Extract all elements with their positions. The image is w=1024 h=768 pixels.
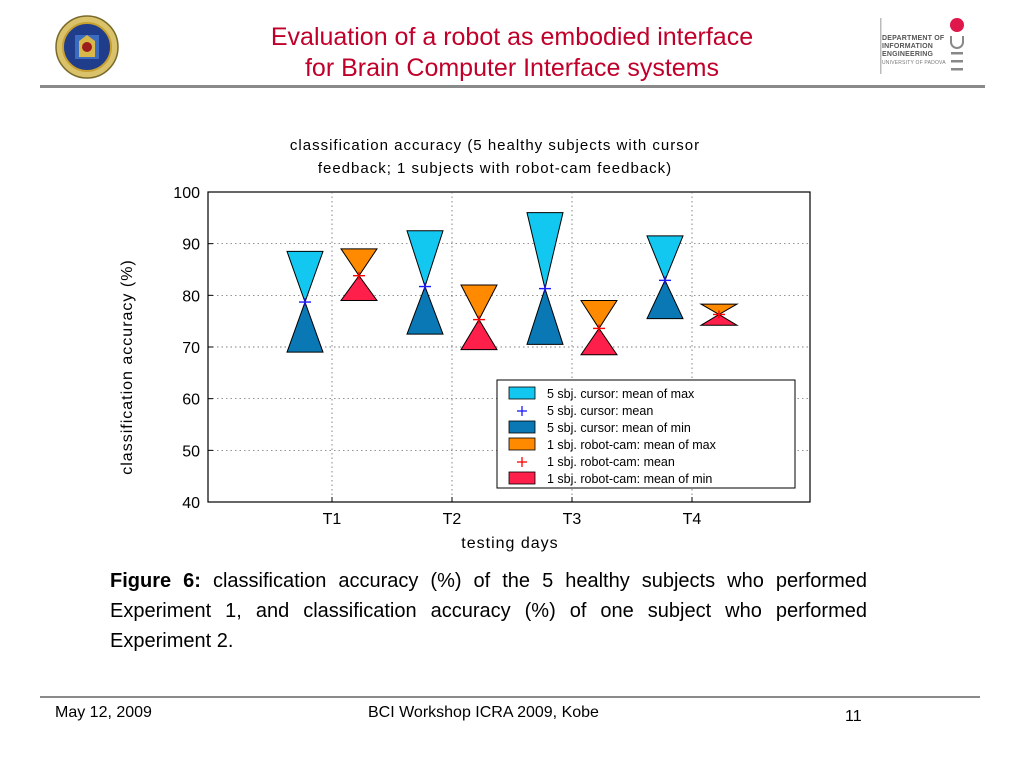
series-2-min-triangle <box>460 318 498 351</box>
x-axis-label: testing days <box>461 535 558 552</box>
legend-swatch <box>508 420 536 434</box>
legend-entry-label: 1 sbj. robot-cam: mean <box>547 455 675 469</box>
university-seal-logo <box>55 15 119 79</box>
series-2-max-triangle <box>460 284 498 321</box>
dept-line-4: UNIVERSITY OF PADOVA <box>882 60 946 66</box>
caption-label: Figure 6: <box>110 570 201 592</box>
footer-divider <box>40 696 980 698</box>
series-2-min-triangle <box>580 327 618 356</box>
legend-entry-label: 5 sbj. cursor: mean <box>547 404 653 418</box>
department-name: DEPARTMENT OF INFORMATION ENGINEERING UN… <box>882 35 946 67</box>
series-1-min-triangle <box>406 285 444 335</box>
header-divider <box>40 85 985 88</box>
y-axis-label: classification accuracy (%) <box>119 259 136 475</box>
chart-title-line-2: feedback; 1 subjects with robot-cam feed… <box>318 160 672 177</box>
y-tick-label: 80 <box>182 288 200 305</box>
x-tick-label: T2 <box>443 511 462 528</box>
series-1-min-triangle <box>286 300 324 353</box>
y-tick-label: 70 <box>182 340 200 357</box>
y-tick-label: 50 <box>182 443 200 460</box>
series-2-min-triangle <box>340 274 378 301</box>
dept-line-2: INFORMATION <box>882 43 934 50</box>
series-2-max-triangle <box>699 303 739 316</box>
legend-box <box>496 379 796 489</box>
series-1-max-triangle <box>526 212 564 289</box>
chart-title-line-1: classification accuracy (5 healthy subje… <box>290 137 700 154</box>
footer-event: BCI Workshop ICRA 2009, Kobe <box>368 704 599 721</box>
slide-title-line-1: Evaluation of a robot as embodied interf… <box>270 23 754 51</box>
legend-swatch <box>508 437 536 451</box>
figure-caption: Figure 6: classification accuracy (%) of… <box>110 566 867 656</box>
legend-entry-label: 5 sbj. cursor: mean of max <box>547 387 695 401</box>
y-tick-label: 40 <box>182 495 200 512</box>
legend-entry-label: 1 sbj. robot-cam: mean of min <box>547 472 712 486</box>
slide-title-line-2: for Brain Computer Interface systems <box>304 54 720 82</box>
y-tick-label: 90 <box>182 237 200 254</box>
series-1-max-triangle <box>646 235 684 282</box>
x-tick-label: T4 <box>683 511 702 528</box>
series-2-max-triangle <box>580 300 618 330</box>
legend-entry-label: 1 sbj. robot-cam: mean of max <box>547 438 717 452</box>
legend-swatch <box>508 471 536 485</box>
series-2-min-triangle <box>699 313 739 326</box>
footer-date: May 12, 2009 <box>55 704 152 721</box>
dept-line-1: DEPARTMENT OF <box>882 35 945 42</box>
series-1-min-triangle <box>646 279 684 320</box>
page-number: 11 <box>845 708 862 725</box>
caption-text: classification accuracy (%) of the 5 hea… <box>110 570 867 652</box>
x-tick-label: T1 <box>323 511 342 528</box>
series-1-min-triangle <box>526 286 564 345</box>
series-2-max-triangle <box>340 248 378 277</box>
legend-swatch <box>508 386 536 400</box>
slide-title: Evaluation of a robot as embodied interf… <box>180 22 844 84</box>
department-logo <box>880 18 964 74</box>
legend-entry-label: 5 sbj. cursor: mean of min <box>547 421 691 435</box>
y-tick-label: 60 <box>182 392 200 409</box>
dept-line-3: ENGINEERING <box>882 51 934 58</box>
y-tick-label: 100 <box>173 185 200 202</box>
accuracy-chart: classification accuracy (5 healthy subje… <box>119 137 811 552</box>
series-1-max-triangle <box>406 230 444 289</box>
series-1-max-triangle <box>286 250 324 304</box>
x-tick-label: T3 <box>563 511 582 528</box>
